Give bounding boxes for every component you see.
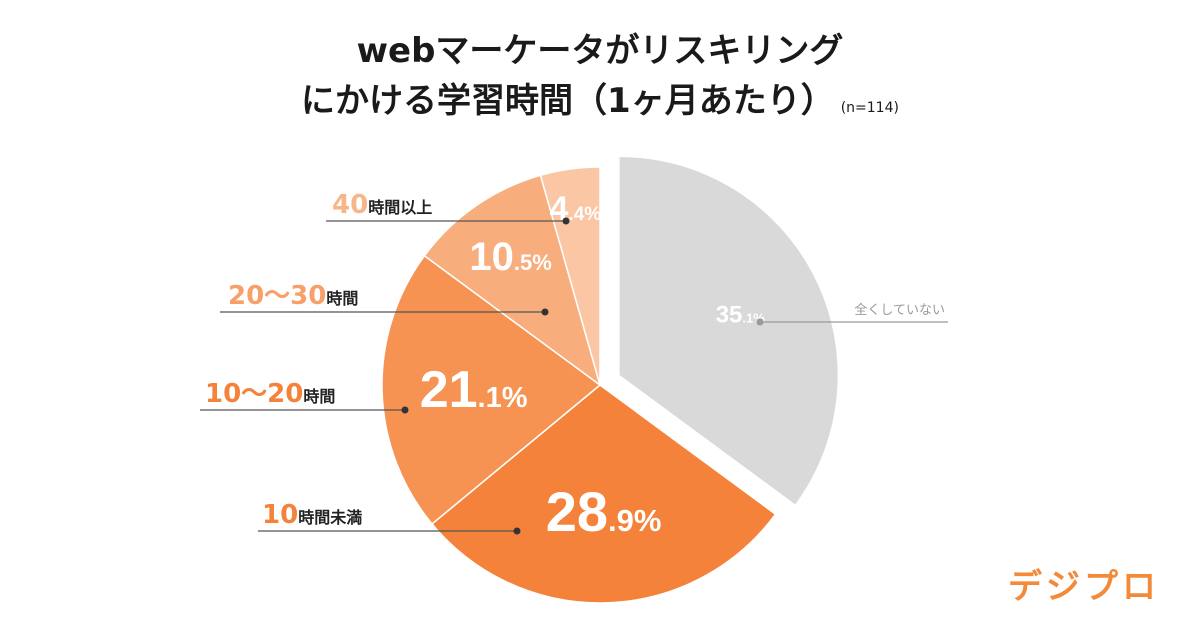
slice-category-label-3: 10〜20時間 <box>205 379 335 409</box>
callout-dot-3 <box>401 406 409 414</box>
sample-size-note: (n=114) <box>840 100 899 116</box>
callout-dot-4 <box>541 308 549 316</box>
title-line-2: にかける学習時間（1ヶ月あたり） (n=114) <box>0 78 1200 131</box>
callout-dot-5 <box>562 217 570 225</box>
chart-title: webマーケータがリスキリング にかける学習時間（1ヶ月あたり） (n=114) <box>0 28 1200 131</box>
slice-category-label-4: 20〜30時間 <box>228 281 358 311</box>
slice-category-label-2: 10時間未満 <box>262 500 362 530</box>
pie-slice-2 <box>430 384 777 604</box>
pie-slice-3 <box>381 254 602 526</box>
title-line-2-text: にかける学習時間（1ヶ月あたり） <box>301 81 835 121</box>
callout-dot-2 <box>513 527 521 535</box>
slice-value-label-4: 10.5% <box>469 235 551 279</box>
slice-value-label-2: 28.9% <box>546 480 662 543</box>
slice-value-label-3: 21.1% <box>420 361 528 419</box>
slice-category-label-1: 全くしていない <box>854 302 945 318</box>
title-line-1: webマーケータがリスキリング <box>356 31 844 71</box>
brand-logo: デジプロ <box>1008 567 1160 607</box>
pie-slice-4 <box>423 174 602 387</box>
slice-category-label-5: 40時間以上 <box>332 190 432 220</box>
pie-slice-1 <box>619 157 838 505</box>
callout-dot-1 <box>756 318 764 326</box>
